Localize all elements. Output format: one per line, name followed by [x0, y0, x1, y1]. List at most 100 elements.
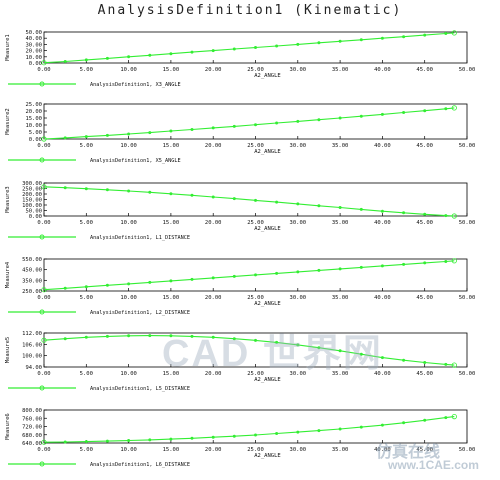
data-point — [359, 38, 363, 42]
x-tick-label: 45.00 — [416, 220, 433, 226]
x-tick-label: 50.00 — [459, 371, 476, 377]
plot-frame — [43, 103, 468, 140]
x-tick-label: 30.00 — [290, 447, 307, 453]
data-point — [148, 438, 152, 442]
x-tick-label: 25.00 — [247, 67, 264, 73]
x-tick-label: 15.00 — [163, 371, 180, 377]
data-point — [232, 197, 236, 201]
y-tick-label: 10.00 — [25, 123, 42, 129]
data-point — [380, 356, 384, 360]
data-point — [169, 334, 173, 338]
plot-panel-3: 0.0050.00100.00150.00200.00250.00300.000… — [5, 181, 475, 241]
data-point — [423, 418, 427, 422]
x-tick-label: 20.00 — [205, 447, 222, 453]
data-point — [169, 52, 173, 56]
data-point — [148, 280, 152, 284]
data-point — [338, 205, 342, 209]
data-point — [63, 286, 67, 290]
data-point — [169, 279, 173, 283]
data-point — [338, 267, 342, 271]
x-tick-label: 45.00 — [416, 67, 433, 73]
x-tick-label: 0.00 — [37, 295, 50, 301]
data-point — [338, 116, 342, 120]
data-point — [317, 41, 321, 45]
x-tick-label: 20.00 — [205, 143, 222, 149]
y-tick-label: 300.00 — [22, 181, 42, 187]
data-point — [211, 435, 215, 439]
x-tick-label: 5.00 — [80, 447, 93, 453]
x-tick-label: 35.00 — [332, 67, 349, 73]
x-tick-label: 0.00 — [37, 143, 50, 149]
x-tick-label: 40.00 — [374, 143, 391, 149]
data-point — [359, 265, 363, 269]
x-tick-label: 40.00 — [374, 67, 391, 73]
x-tick-label: 45.00 — [416, 143, 433, 149]
data-point — [275, 121, 279, 125]
x-tick-label: 50.00 — [459, 143, 476, 149]
x-axis-label: A2_ANGLE — [254, 301, 281, 307]
y-axis-label: Measure4 — [5, 261, 11, 288]
x-tick-label: 50.00 — [459, 295, 476, 301]
x-tick-label: 50.00 — [459, 67, 476, 73]
x-tick-label: 0.00 — [37, 220, 50, 226]
data-point — [402, 421, 406, 425]
x-tick-label: 5.00 — [80, 295, 93, 301]
data-point — [317, 346, 321, 350]
data-point — [190, 277, 194, 281]
x-tick-label: 30.00 — [290, 371, 307, 377]
y-tick-label: 720.00 — [22, 425, 42, 431]
x-tick-label: 15.00 — [163, 143, 180, 149]
x-tick-label: 15.00 — [163, 220, 180, 226]
legend-label: AnalysisDefinition1, L6_DISTANCE — [90, 462, 190, 468]
plot-panel-6: 640.00 680.00 720.00 760.00 800.00 0.00 5.00 10… — [5, 408, 475, 468]
y-tick-label: 5.00 — [29, 130, 42, 136]
plot-panel-5: 94.00 100.00 106.00 112.00 0.00 5.00 10.00 15.0… — [5, 331, 475, 392]
data-point — [253, 198, 257, 202]
legend-label: AnalysisDefinition1, L5_DISTANCE — [90, 386, 190, 392]
x-tick-label: 25.00 — [247, 371, 264, 377]
data-point — [63, 60, 67, 64]
data-point — [423, 109, 427, 113]
x-tick-label: 30.00 — [290, 67, 307, 73]
y-axis-label: Measure5 — [5, 337, 11, 364]
data-point — [190, 127, 194, 131]
x-tick-label: 40.00 — [374, 371, 391, 377]
data-point — [127, 189, 131, 193]
data-point — [169, 129, 173, 133]
data-point — [317, 268, 321, 272]
data-point — [148, 190, 152, 194]
data-point — [402, 35, 406, 39]
data-point — [451, 213, 457, 219]
data-point — [63, 136, 67, 140]
data-point — [296, 343, 300, 347]
data-point — [444, 107, 448, 111]
data-point — [402, 358, 406, 362]
x-tick-label: 40.00 — [374, 447, 391, 453]
series-line — [43, 186, 455, 217]
data-point — [444, 362, 448, 366]
data-point — [148, 53, 152, 57]
data-point — [317, 429, 321, 433]
data-point — [105, 133, 109, 137]
data-point — [127, 282, 131, 286]
x-tick-label: 30.00 — [290, 143, 307, 149]
y-tick-label: 0.00 — [29, 61, 42, 67]
data-point — [63, 186, 67, 190]
x-tick-label: 35.00 — [332, 143, 349, 149]
data-point — [423, 33, 427, 37]
x-tick-label: 10.00 — [120, 447, 137, 453]
x-axis-label: A2_ANGLE — [254, 73, 281, 79]
x-tick-label: 50.00 — [459, 447, 476, 453]
legend-label: AnalysisDefinition1, L1_DISTANCE — [90, 235, 190, 241]
x-tick-label: 35.00 — [332, 371, 349, 377]
x-tick-label: 40.00 — [374, 220, 391, 226]
data-point — [402, 262, 406, 266]
data-point — [232, 434, 236, 438]
y-tick-label: 0.00 — [29, 214, 42, 220]
data-point — [275, 200, 279, 204]
legend-marker — [39, 81, 45, 87]
x-tick-label: 25.00 — [247, 447, 264, 453]
data-point — [275, 431, 279, 435]
data-point — [211, 276, 215, 280]
